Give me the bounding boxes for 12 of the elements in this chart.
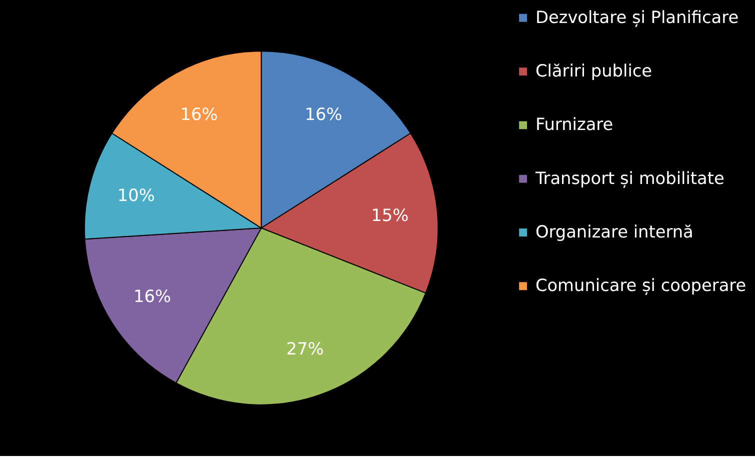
data-label: 16% <box>180 104 218 124</box>
legend-label: Organizare internă <box>535 221 694 242</box>
legend-label: Clăriri publice <box>535 60 652 81</box>
data-label: 10% <box>117 184 155 205</box>
data-label: 27% <box>286 338 324 358</box>
legend-label: Comunicare și cooperare <box>535 275 746 296</box>
legend-label: Furnizare <box>535 114 614 134</box>
data-label: 15% <box>371 204 409 225</box>
legend-label: Transport și mobilitate <box>534 168 724 189</box>
legend-label: Dezvoltare și Planificare <box>535 6 739 28</box>
data-label: 16% <box>133 286 171 306</box>
data-label: 16% <box>304 104 342 124</box>
